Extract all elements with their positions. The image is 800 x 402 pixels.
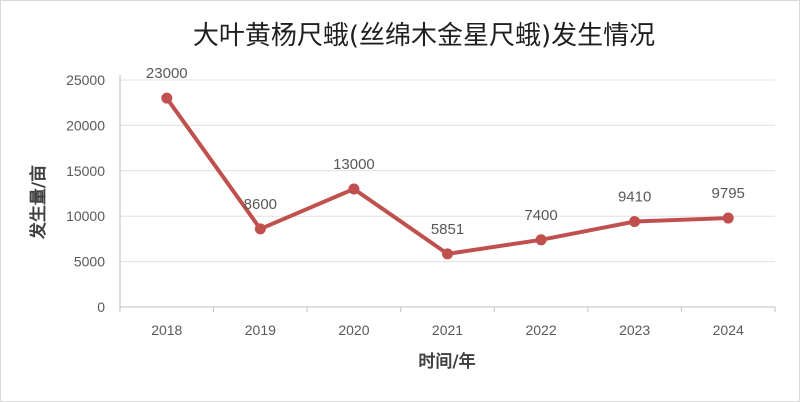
y-tick-label: 15000 <box>66 163 105 179</box>
data-point <box>535 234 547 246</box>
data-label: 9795 <box>712 185 745 202</box>
data-point <box>161 92 173 104</box>
data-label: 23000 <box>146 65 188 82</box>
x-tick-label: 2021 <box>432 322 463 338</box>
x-tick-label: 2020 <box>338 322 369 338</box>
series-layer <box>161 92 734 260</box>
data-point <box>442 248 453 260</box>
data-label: 13000 <box>333 156 375 173</box>
chart-title: 大叶黄杨尺蛾(丝绵木金星尺蛾)发生情况 <box>193 21 655 51</box>
gridlines <box>120 79 775 263</box>
x-axis-title: 时间/年 <box>418 351 475 372</box>
y-tick-label: 0 <box>97 299 105 315</box>
data-point <box>722 212 734 224</box>
x-tick-label: 2023 <box>619 322 650 338</box>
data-label: 8600 <box>244 196 277 213</box>
y-tick-label: 10000 <box>66 208 105 224</box>
x-tick-label: 2022 <box>525 322 556 338</box>
data-label: 5851 <box>431 221 464 238</box>
data-labels: 23000 8600 13000 5851 7400 9410 9795 <box>146 65 745 238</box>
y-axis-title: 发生量/亩 <box>28 165 49 240</box>
y-axis: 0 5000 10000 15000 20000 25000 <box>66 72 121 315</box>
x-axis: 2018 2019 2020 2021 2022 2023 2024 <box>119 306 776 338</box>
y-tick-label: 25000 <box>66 72 105 88</box>
x-tick-label: 2018 <box>151 322 182 338</box>
x-tick-label: 2024 <box>713 322 744 338</box>
data-point <box>348 183 360 195</box>
data-label: 9410 <box>618 189 651 206</box>
data-point <box>254 223 266 235</box>
data-label: 7400 <box>524 207 557 224</box>
y-tick-label: 20000 <box>66 117 105 133</box>
y-tick-label: 5000 <box>74 254 105 270</box>
x-tick-label: 2019 <box>245 322 276 338</box>
data-point <box>629 216 641 228</box>
